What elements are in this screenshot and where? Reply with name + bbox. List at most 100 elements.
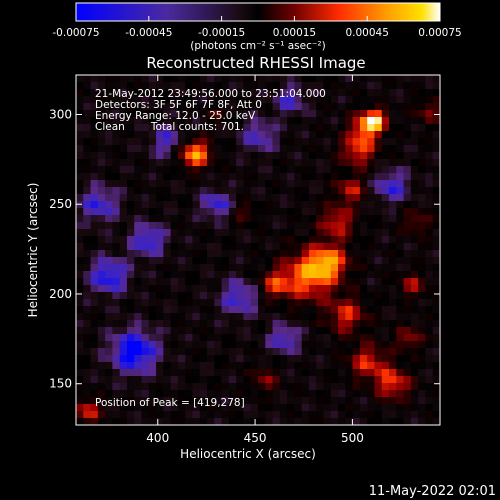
heatmap-pixel — [265, 75, 273, 83]
heatmap-pixel — [381, 397, 390, 405]
heatmap-pixel — [148, 299, 157, 307]
heatmap-pixel — [432, 159, 441, 167]
heatmap-pixel — [243, 180, 252, 188]
heatmap-pixel — [76, 110, 84, 118]
heatmap-pixel — [83, 117, 91, 125]
heatmap-pixel — [221, 362, 230, 370]
heatmap-pixel — [105, 138, 113, 146]
heatmap-pixel — [381, 236, 390, 244]
heatmap-pixel — [308, 278, 317, 286]
heatmap-pixel — [163, 194, 171, 202]
heatmap-pixel — [228, 166, 237, 174]
heatmap-pixel — [323, 327, 332, 335]
heatmap-pixel — [148, 250, 157, 258]
heatmap-pixel — [359, 103, 368, 111]
heatmap-pixel — [156, 355, 164, 363]
heatmap-pixel — [374, 110, 383, 118]
heatmap-pixel — [185, 215, 193, 223]
heatmap-pixel — [112, 138, 120, 146]
heatmap-pixel — [359, 131, 368, 139]
heatmap-pixel — [287, 299, 295, 307]
heatmap-pixel — [425, 292, 434, 300]
heatmap-pixel — [330, 278, 339, 286]
heatmap-pixel — [425, 110, 434, 118]
heatmap-pixel — [185, 348, 193, 356]
heatmap-pixel — [126, 89, 135, 97]
heatmap-pixel — [403, 341, 412, 349]
heatmap-pixel — [323, 250, 332, 258]
heatmap-pixel — [214, 299, 222, 307]
heatmap-pixel — [236, 404, 244, 412]
heatmap-pixel — [141, 180, 150, 188]
heatmap-pixel — [272, 124, 281, 132]
heatmap-pixel — [83, 264, 91, 272]
heatmap-pixel — [192, 89, 201, 97]
heatmap-pixel — [119, 404, 128, 412]
heatmap-pixel — [294, 208, 302, 216]
heatmap-pixel — [105, 75, 113, 83]
heatmap-pixel — [330, 341, 339, 349]
heatmap-pixel — [418, 75, 426, 83]
heatmap-pixel — [308, 75, 317, 83]
heatmap-pixel — [170, 418, 179, 426]
heatmap-pixel — [112, 159, 120, 167]
heatmap-pixel — [287, 89, 295, 97]
heatmap-pixel — [134, 411, 142, 419]
heatmap-pixel — [316, 271, 324, 279]
heatmap-pixel — [418, 208, 426, 216]
heatmap-pixel — [323, 173, 332, 181]
heatmap-pixel — [126, 348, 135, 356]
heatmap-pixel — [359, 355, 368, 363]
heatmap-pixel — [148, 187, 157, 195]
heatmap-pixel — [105, 194, 113, 202]
heatmap-pixel — [272, 103, 281, 111]
heatmap-pixel — [156, 138, 164, 146]
heatmap-pixel — [308, 355, 317, 363]
heatmap-pixel — [148, 110, 157, 118]
heatmap-pixel — [258, 404, 266, 412]
heatmap-pixel — [359, 145, 368, 153]
heatmap-pixel — [381, 418, 390, 426]
heatmap-pixel — [148, 369, 157, 377]
heatmap-pixel — [156, 124, 164, 132]
heatmap-pixel — [316, 243, 324, 251]
heatmap-pixel — [345, 103, 353, 111]
heatmap-pixel — [250, 362, 259, 370]
heatmap-pixel — [352, 215, 361, 223]
heatmap-pixel — [308, 327, 317, 335]
heatmap-pixel — [389, 194, 397, 202]
heatmap-pixel — [418, 131, 426, 139]
heatmap-pixel — [207, 180, 215, 188]
heatmap-pixel — [367, 355, 375, 363]
heatmap-pixel — [105, 236, 113, 244]
heatmap-pixel — [367, 159, 375, 167]
heatmap-pixel — [352, 110, 361, 118]
heatmap-pixel — [134, 152, 142, 160]
heatmap-pixel — [374, 264, 383, 272]
heatmap-pixel — [163, 89, 171, 97]
heatmap-pixel — [330, 173, 339, 181]
heatmap-pixel — [308, 299, 317, 307]
heatmap-pixel — [308, 117, 317, 125]
heatmap-pixel — [410, 110, 419, 118]
heatmap-pixel — [192, 131, 201, 139]
heatmap-pixel — [97, 250, 106, 258]
heatmap-pixel — [359, 264, 368, 272]
heatmap-pixel — [279, 180, 288, 188]
heatmap-pixel — [308, 243, 317, 251]
heatmap-pixel — [403, 327, 412, 335]
heatmap-pixel — [410, 285, 419, 293]
heatmap-pixel — [418, 110, 426, 118]
heatmap-pixel — [199, 334, 208, 342]
heatmap-pixel — [359, 250, 368, 258]
heatmap-pixel — [141, 243, 150, 251]
heatmap-pixel — [425, 383, 434, 391]
heatmap-pixel — [323, 271, 332, 279]
heatmap-pixel — [367, 201, 375, 209]
heatmap-pixel — [418, 194, 426, 202]
heatmap-pixel — [316, 418, 324, 426]
heatmap-pixel — [221, 341, 230, 349]
heatmap-pixel — [236, 292, 244, 300]
heatmap-pixel — [352, 229, 361, 237]
heatmap-pixel — [83, 208, 91, 216]
